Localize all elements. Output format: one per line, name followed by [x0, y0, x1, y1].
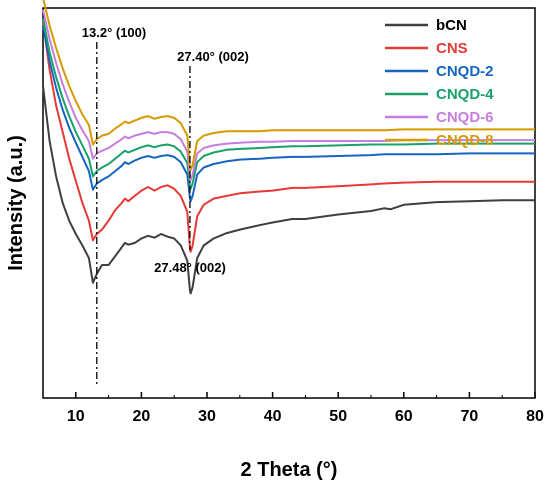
x-axis-tick-labels: 10 20 30 40 50 60 70 80	[67, 408, 544, 425]
annotation-label-1: 27.40° (002)	[177, 49, 249, 64]
series-line-cnqd-8	[42, 0, 535, 172]
annotation-layer: 13.2° (100) 27.40° (002) 27.48° (002)	[82, 25, 249, 386]
plot-frame	[42, 7, 536, 399]
series-line-cnqd-2	[42, 25, 535, 203]
x-tick-label-70: 70	[461, 408, 479, 425]
x-tick-label-10: 10	[67, 408, 85, 425]
y-axis-title: Intensity (a.u.)	[5, 135, 27, 271]
x-tick-label-60: 60	[395, 408, 413, 425]
legend-label-cnqd-8: CNQD-8	[436, 132, 494, 149]
legend-label-cns: CNS	[436, 40, 468, 57]
x-tick-label-40: 40	[264, 408, 282, 425]
x-axis-ticks	[42, 392, 536, 398]
series-line-bcn	[42, 85, 535, 295]
series-line-cnqd-4	[42, 18, 535, 190]
x-tick-label-30: 30	[198, 408, 216, 425]
annotation-label-2: 27.48° (002)	[154, 260, 226, 275]
annotation-label-0: 13.2° (100)	[82, 25, 146, 40]
series-line-cns	[42, 21, 535, 253]
legend-label-cnqd-2: CNQD-2	[436, 63, 494, 80]
x-tick-label-20: 20	[133, 408, 151, 425]
series-line-cnqd-6	[42, 9, 535, 181]
series-layer	[42, 0, 535, 295]
x-axis-title: 2 Theta (°)	[241, 459, 338, 481]
legend: bCN CNS CNQD-2 CNQD-4 CNQD-6 CNQD-8	[385, 17, 494, 149]
legend-label-cnqd-4: CNQD-4	[436, 86, 494, 103]
legend-label-cnqd-6: CNQD-6	[436, 109, 494, 126]
legend-label-bcn: bCN	[436, 17, 467, 34]
plot-area: 10 20 30 40 50 60 70 80 13.2° (100) 27.40° (002)…	[42, 0, 544, 425]
x-tick-label-50: 50	[329, 408, 347, 425]
x-tick-label-80: 80	[526, 408, 544, 425]
